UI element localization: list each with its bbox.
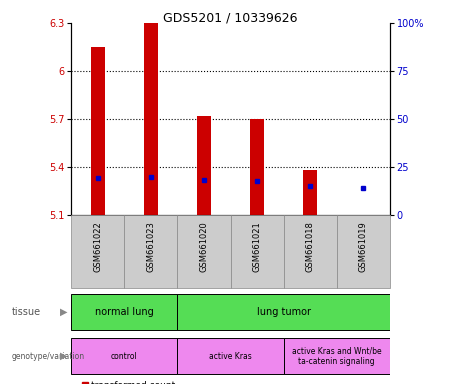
Bar xyxy=(144,23,158,215)
Text: active Kras: active Kras xyxy=(209,352,252,361)
Text: GSM661021: GSM661021 xyxy=(253,221,261,271)
Text: ▶: ▶ xyxy=(60,307,67,317)
Text: GDS5201 / 10339626: GDS5201 / 10339626 xyxy=(163,12,298,25)
Bar xyxy=(177,294,390,330)
Bar xyxy=(284,215,337,288)
Bar xyxy=(71,215,124,288)
Bar xyxy=(177,338,284,374)
Bar xyxy=(71,338,177,374)
Text: tissue: tissue xyxy=(12,307,41,317)
Text: control: control xyxy=(111,352,138,361)
Bar xyxy=(71,294,177,330)
Legend: transformed count, percentile rank within the sample: transformed count, percentile rank withi… xyxy=(82,381,244,384)
Text: GSM661018: GSM661018 xyxy=(306,221,314,272)
Bar xyxy=(124,215,177,288)
Bar xyxy=(91,47,105,215)
Bar xyxy=(197,116,211,215)
Bar xyxy=(177,215,230,288)
Text: GSM661022: GSM661022 xyxy=(94,221,102,271)
Text: active Kras and Wnt/be
ta-catenin signaling: active Kras and Wnt/be ta-catenin signal… xyxy=(292,346,381,366)
Text: lung tumor: lung tumor xyxy=(256,307,311,317)
Bar xyxy=(337,215,390,288)
Bar xyxy=(284,338,390,374)
Bar xyxy=(230,215,284,288)
Bar xyxy=(250,119,264,215)
Text: GSM661020: GSM661020 xyxy=(200,221,208,271)
Bar xyxy=(303,170,317,215)
Text: ▶: ▶ xyxy=(60,351,67,361)
Text: GSM661023: GSM661023 xyxy=(147,221,155,272)
Text: GSM661019: GSM661019 xyxy=(359,221,367,271)
Text: normal lung: normal lung xyxy=(95,307,154,317)
Text: genotype/variation: genotype/variation xyxy=(12,352,85,361)
